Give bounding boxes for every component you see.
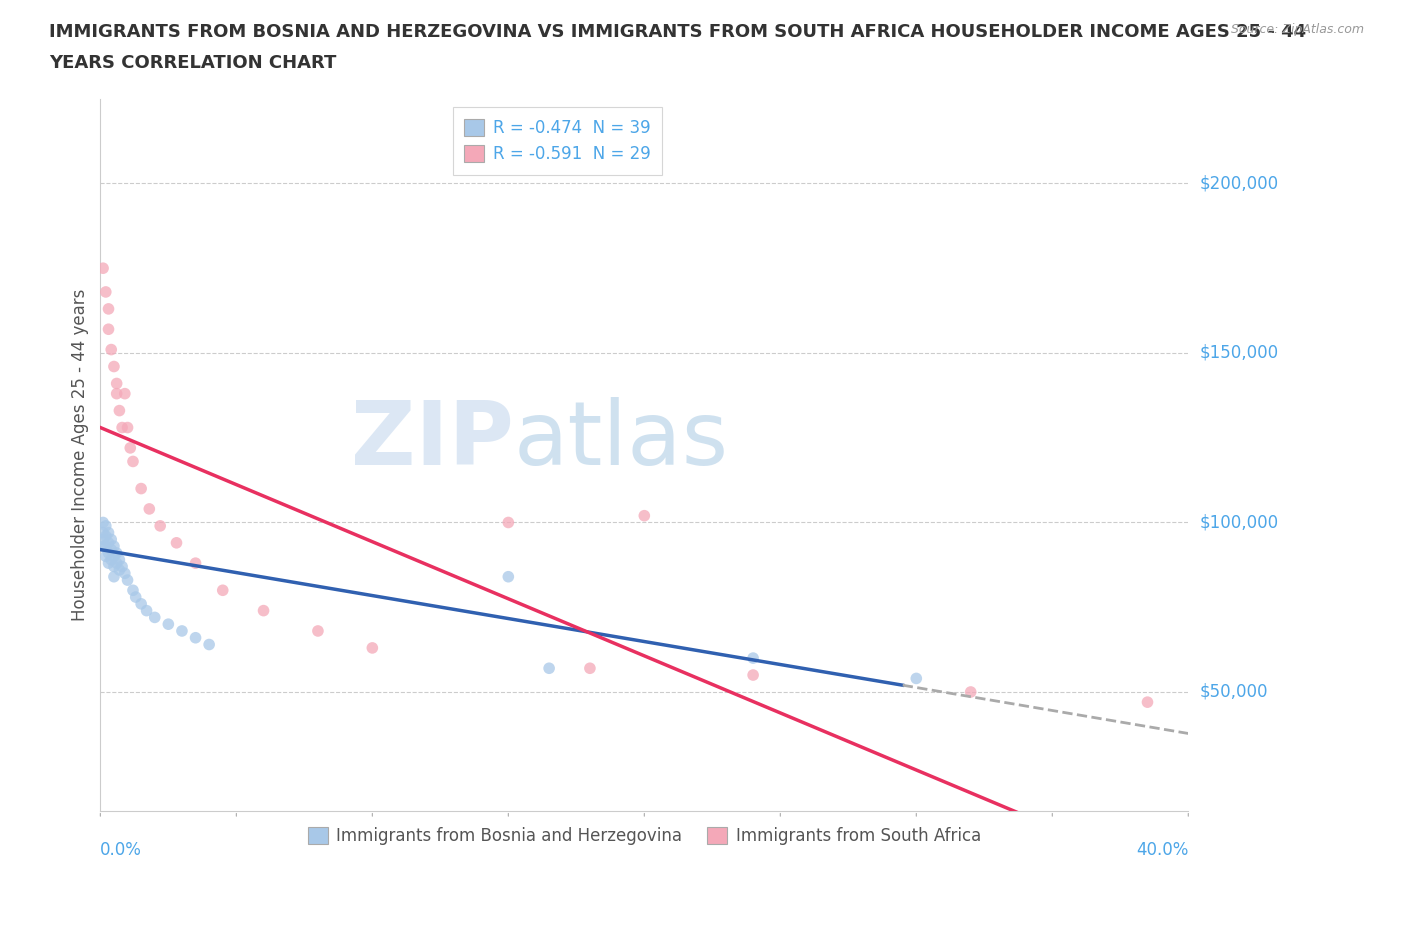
Point (742, 668, 765, 683)
Text: $100,000: $100,000 (1199, 513, 1278, 531)
Point (97, 322, 120, 337)
Point (633, 509, 655, 524)
Point (91, 525, 114, 540)
Point (91, 532, 114, 547)
Point (100, 532, 122, 547)
Point (117, 573, 139, 588)
Point (498, 515, 520, 530)
Point (91, 515, 114, 530)
Point (125, 590, 148, 604)
Point (105, 556, 128, 571)
Point (122, 454, 145, 469)
Point (100, 542, 122, 557)
Point (307, 623, 329, 638)
Point (94, 285, 117, 299)
Point (97, 536, 120, 551)
Point (959, 684, 981, 699)
Point (108, 404, 131, 418)
Point (103, 359, 125, 374)
Point (143, 610, 166, 625)
Text: IMMIGRANTS FROM BOSNIA AND HERZEGOVINA VS IMMIGRANTS FROM SOUTH AFRICA HOUSEHOLD: IMMIGRANTS FROM BOSNIA AND HERZEGOVINA V… (49, 23, 1306, 41)
Point (108, 552, 131, 567)
Point (138, 501, 160, 516)
Point (211, 583, 233, 598)
Point (91, 260, 114, 275)
Point (1136, 695, 1159, 710)
Point (122, 583, 145, 598)
Point (117, 420, 139, 435)
Point (742, 651, 765, 666)
Point (129, 596, 152, 611)
Point (97, 546, 120, 561)
Point (129, 481, 152, 496)
Point (114, 386, 136, 401)
Point (94, 538, 117, 553)
Point (905, 671, 928, 685)
Point (97, 301, 120, 316)
Text: Source: ZipAtlas.com: Source: ZipAtlas.com (1230, 23, 1364, 36)
Point (103, 538, 125, 553)
Text: $150,000: $150,000 (1199, 344, 1278, 362)
Text: YEARS CORRELATION CHART: YEARS CORRELATION CHART (49, 54, 336, 72)
Point (111, 559, 134, 574)
Y-axis label: Householder Income Ages 25 - 44 years: Householder Income Ages 25 - 44 years (72, 288, 89, 621)
Point (94, 518, 117, 533)
Point (103, 549, 125, 564)
Point (100, 342, 122, 357)
Point (105, 376, 128, 391)
Point (105, 546, 128, 561)
Point (91, 538, 114, 553)
Point (114, 565, 136, 580)
Point (94, 549, 117, 564)
Point (157, 617, 180, 631)
Point (149, 518, 172, 533)
Legend: Immigrants from Bosnia and Herzegovina, Immigrants from South Africa: Immigrants from Bosnia and Herzegovina, … (301, 820, 987, 852)
Point (198, 637, 221, 652)
Point (252, 604, 274, 618)
Text: ZIP: ZIP (352, 397, 513, 484)
Point (97, 556, 120, 571)
Point (170, 623, 193, 638)
Point (108, 563, 131, 578)
Point (111, 420, 134, 435)
Point (120, 441, 142, 456)
Point (97, 525, 120, 540)
Text: atlas: atlas (513, 397, 728, 484)
Point (135, 604, 157, 618)
Point (103, 569, 125, 584)
Point (100, 552, 122, 567)
Point (166, 536, 188, 551)
Point (105, 386, 128, 401)
Text: $50,000: $50,000 (1199, 683, 1268, 701)
Point (579, 661, 602, 676)
Text: 40.0%: 40.0% (1136, 842, 1188, 859)
Text: 0.0%: 0.0% (100, 842, 142, 859)
Point (538, 661, 561, 676)
Point (184, 631, 207, 645)
Text: $200,000: $200,000 (1199, 175, 1278, 193)
Point (361, 641, 384, 656)
Point (103, 559, 125, 574)
Point (498, 569, 520, 584)
Point (94, 528, 117, 543)
Point (184, 556, 207, 571)
